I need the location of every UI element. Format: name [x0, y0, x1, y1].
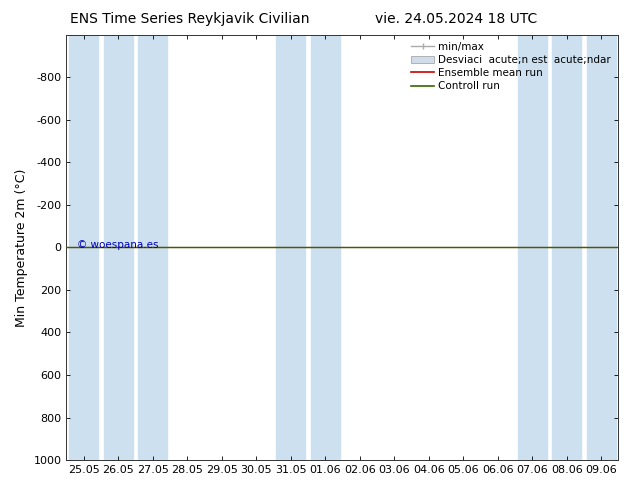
- Bar: [276, 35, 305, 460]
- Bar: [104, 35, 133, 460]
- Bar: [552, 35, 581, 460]
- Bar: [518, 35, 547, 460]
- Bar: [586, 35, 616, 460]
- Legend: min/max, Desviaci  acute;n est  acute;ndar, Ensemble mean run, Controll run: min/max, Desviaci acute;n est acute;ndar…: [410, 40, 613, 94]
- Text: ENS Time Series Reykjavik Civilian: ENS Time Series Reykjavik Civilian: [70, 12, 310, 26]
- Text: © woespana.es: © woespana.es: [77, 240, 159, 250]
- Bar: [138, 35, 167, 460]
- Text: vie. 24.05.2024 18 UTC: vie. 24.05.2024 18 UTC: [375, 12, 538, 26]
- Bar: [69, 35, 98, 460]
- Bar: [311, 35, 340, 460]
- Y-axis label: Min Temperature 2m (°C): Min Temperature 2m (°C): [15, 168, 28, 326]
